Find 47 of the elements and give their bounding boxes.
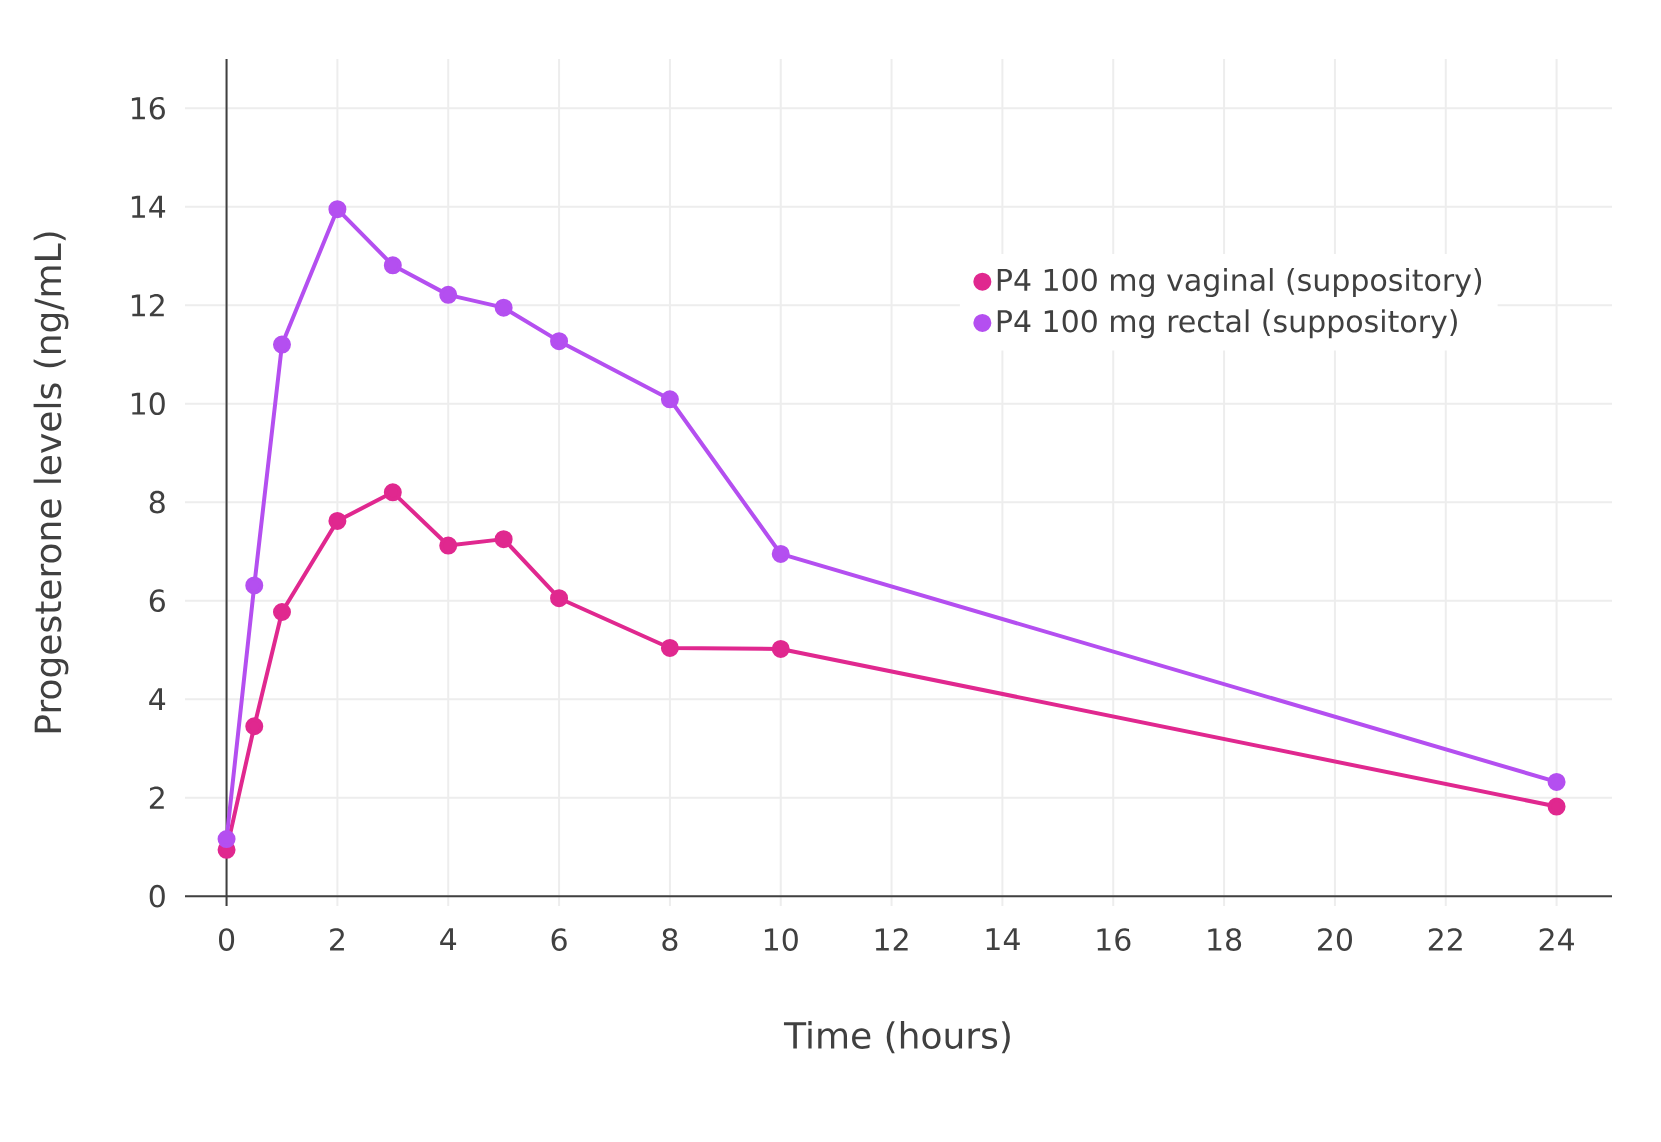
point — [245, 576, 264, 595]
x-tick-label: 0 — [219, 928, 235, 951]
y-tick-label: 0 — [149, 884, 165, 908]
y-tick-label: 4 — [149, 688, 166, 711]
x-tick-label: 6 — [551, 928, 567, 951]
point — [1547, 772, 1566, 791]
x-tick-label: 24 — [1539, 928, 1574, 951]
x-tick-label: 4 — [440, 928, 457, 951]
point — [439, 285, 458, 304]
point — [494, 530, 513, 549]
point — [245, 717, 264, 736]
y-tick-label: 16 — [131, 96, 165, 120]
x-tick-label: 16 — [1097, 928, 1131, 951]
point — [771, 639, 790, 658]
x-tick-label: 14 — [986, 928, 1020, 951]
point — [328, 200, 347, 219]
x-tick-label: 20 — [1318, 928, 1352, 951]
point — [383, 483, 402, 502]
x-tick-label: 10 — [764, 928, 798, 951]
x-tick-label: 22 — [1428, 928, 1462, 951]
y-tick-label: 12 — [131, 294, 164, 317]
point — [494, 298, 513, 317]
point — [439, 536, 458, 555]
point — [550, 589, 569, 608]
point — [272, 335, 291, 354]
y-tick-label: 6 — [149, 589, 165, 613]
point — [1547, 797, 1566, 816]
point — [383, 256, 402, 275]
legend-label: P4 100 mg rectal (suppository) — [997, 309, 1457, 339]
point — [771, 544, 790, 563]
x-axis-title: Time (hours) — [783, 1021, 1010, 1054]
y-tick-label: 2 — [149, 786, 164, 809]
x-tick-label: 2 — [330, 928, 344, 951]
y-tick-label: 10 — [131, 392, 165, 416]
point — [217, 830, 236, 849]
y-tick-label: 8 — [149, 490, 165, 514]
point — [660, 390, 679, 409]
x-tick-label: 8 — [662, 928, 678, 951]
x-tick-label: 12 — [875, 928, 908, 951]
legend-label: P4 100 mg vaginal (suppository) — [997, 267, 1482, 298]
point — [272, 603, 291, 622]
point — [328, 511, 347, 530]
y-axis-title: Progesterone levels (ng/mL) — [33, 232, 69, 733]
point — [550, 332, 569, 351]
y-tick-label: 14 — [131, 195, 166, 218]
x-tick-label: 18 — [1208, 928, 1242, 951]
point — [660, 638, 679, 657]
